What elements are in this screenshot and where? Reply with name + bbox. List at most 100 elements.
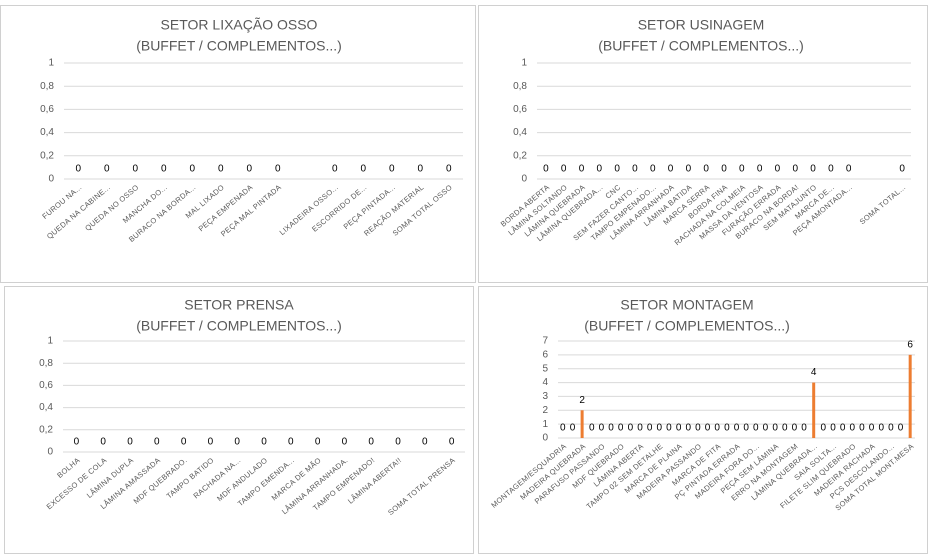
y-tick-label: 5	[542, 363, 548, 374]
data-label: 0	[332, 164, 338, 175]
y-tick-label: 0	[521, 174, 527, 185]
data-label: 0	[417, 164, 423, 175]
data-label: 0	[218, 164, 224, 175]
data-label: 0	[560, 423, 566, 434]
data-label: 6	[907, 339, 913, 350]
data-label: 0	[792, 423, 798, 434]
data-label: 4	[811, 367, 817, 378]
chart-title-line-2: (BUFFET / COMPLEMENTOS...)	[598, 38, 804, 54]
chart-title-line-2: (BUFFET / COMPLEMENTOS...)	[136, 318, 342, 334]
data-label: 0	[650, 164, 656, 175]
data-label: 0	[618, 423, 624, 434]
chart-title-line-1: SETOR USINAGEM	[638, 17, 765, 33]
y-tick-label: 1	[47, 336, 53, 347]
category-label: SOMA TOTAL...	[858, 183, 908, 227]
data-label: 0	[246, 164, 252, 175]
y-tick-label: 0,6	[513, 104, 527, 115]
y-tick-label: 1	[48, 58, 54, 69]
data-label: 0	[360, 164, 366, 175]
data-label: 0	[721, 164, 727, 175]
category-label: TAMPO BATIDO	[165, 456, 216, 501]
data-label: 0	[792, 164, 798, 175]
data-label: 0	[801, 423, 807, 434]
data-label: 0	[714, 423, 720, 434]
chart-panel-montagem: SETOR MONTAGEM (BUFFET / COMPLEMENTOS...)…	[478, 286, 928, 554]
data-label: 0	[189, 164, 195, 175]
y-tick-label: 0,2	[513, 150, 527, 161]
data-label: 0	[161, 164, 167, 175]
data-label: 0	[703, 164, 709, 175]
chart-svg-usinagem: SETOR USINAGEM (BUFFET / COMPLEMENTOS...)…	[499, 17, 911, 247]
bar	[812, 382, 816, 438]
data-label: 0	[74, 437, 80, 448]
data-label: 0	[632, 164, 638, 175]
y-tick-label: 4	[542, 377, 548, 388]
data-label: 0	[389, 164, 395, 175]
bar	[580, 410, 584, 438]
y-tick-label: 7	[542, 336, 548, 347]
data-label: 0	[859, 423, 865, 434]
data-label: 0	[775, 164, 781, 175]
data-label: 0	[208, 437, 214, 448]
data-label: 0	[840, 423, 846, 434]
data-label: 0	[599, 423, 605, 434]
data-label: 0	[763, 423, 769, 434]
data-label: 0	[181, 437, 187, 448]
data-label: 0	[561, 164, 567, 175]
data-label: 0	[846, 164, 852, 175]
data-label: 2	[579, 395, 585, 406]
data-label: 0	[821, 423, 827, 434]
y-tick-label: 0	[47, 447, 53, 458]
chart-svg-lixacao-osso: SETOR LIXAÇÃO OSSO (BUFFET / COMPLEMENTOS…	[40, 17, 463, 244]
data-label: 0	[589, 423, 595, 434]
data-label: 0	[734, 423, 740, 434]
y-tick-label: 1	[542, 419, 548, 430]
data-label: 0	[743, 423, 749, 434]
data-label: 0	[628, 423, 634, 434]
y-tick-label: 0,4	[513, 127, 527, 138]
data-label: 0	[570, 423, 576, 434]
data-label: 0	[869, 423, 875, 434]
data-label: 0	[132, 164, 138, 175]
data-label: 0	[695, 423, 701, 434]
y-tick-label: 0	[48, 174, 54, 185]
data-label: 0	[810, 164, 816, 175]
data-label: 0	[75, 164, 81, 175]
data-label: 0	[705, 423, 711, 434]
chart-panel-lixacao-osso: SETOR LIXAÇÃO OSSO (BUFFET / COMPLEMENTOS…	[0, 5, 476, 283]
chart-panel-prensa: SETOR PRENSA (BUFFET / COMPLEMENTOS...) 0 0…	[4, 286, 474, 554]
y-tick-label: 3	[542, 391, 548, 402]
data-label: 0	[342, 437, 348, 448]
y-tick-label: 0,4	[39, 402, 53, 413]
data-label: 0	[657, 423, 663, 434]
chart-svg-prensa: SETOR PRENSA (BUFFET / COMPLEMENTOS...) 0 0…	[39, 297, 465, 517]
data-label: 0	[724, 423, 730, 434]
data-label: 0	[830, 423, 836, 434]
chart-panel-usinagem: SETOR USINAGEM (BUFFET / COMPLEMENTOS...)…	[478, 5, 928, 283]
category-label: MONTAGEM/ESQUADRIA	[489, 442, 568, 510]
data-label: 0	[234, 437, 240, 448]
y-tick-label: 0,2	[40, 150, 54, 161]
data-label: 0	[422, 437, 428, 448]
data-label: 0	[888, 423, 894, 434]
data-label: 0	[647, 423, 653, 434]
data-label: 0	[898, 423, 904, 434]
data-label: 0	[104, 164, 110, 175]
data-label: 0	[828, 164, 834, 175]
y-tick-label: 0,2	[39, 424, 53, 435]
data-label: 0	[543, 164, 549, 175]
y-tick-label: 1	[521, 58, 527, 69]
data-label: 0	[666, 423, 672, 434]
data-label: 0	[899, 164, 905, 175]
chart-svg-montagem: SETOR MONTAGEM (BUFFET / COMPLEMENTOS...)…	[489, 297, 915, 513]
data-label: 0	[686, 164, 692, 175]
data-label: 0	[637, 423, 643, 434]
data-label: 0	[446, 164, 452, 175]
y-tick-label: 0,8	[513, 81, 527, 92]
y-tick-label: 0,8	[40, 81, 54, 92]
chart-title-line-1: SETOR LIXAÇÃO OSSO	[161, 17, 318, 33]
data-label: 0	[685, 423, 691, 434]
data-label: 0	[368, 437, 374, 448]
data-label: 0	[597, 164, 603, 175]
chart-title-line-1: SETOR MONTAGEM	[620, 297, 753, 313]
